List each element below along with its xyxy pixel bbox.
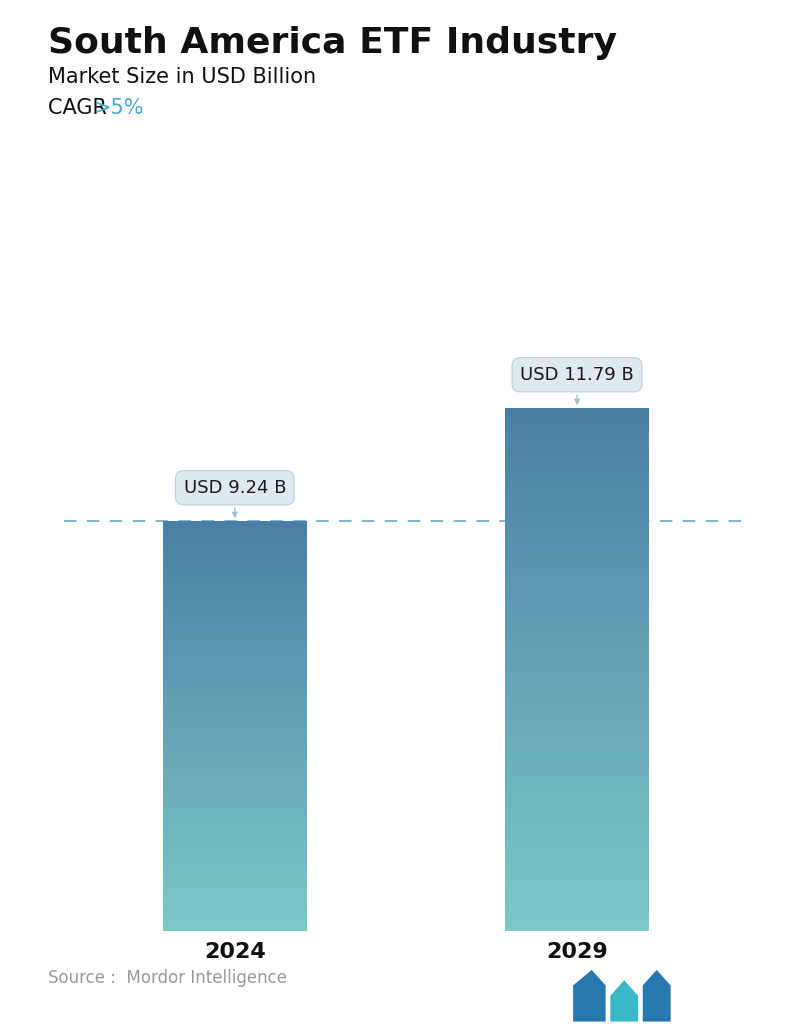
Text: >5%: >5% (94, 98, 144, 118)
Text: USD 11.79 B: USD 11.79 B (521, 366, 634, 404)
Text: Market Size in USD Billion: Market Size in USD Billion (48, 67, 316, 87)
Text: CAGR: CAGR (48, 98, 113, 118)
Text: Source :  Mordor Intelligence: Source : Mordor Intelligence (48, 970, 287, 987)
Text: USD 9.24 B: USD 9.24 B (184, 479, 286, 517)
Polygon shape (643, 970, 670, 1022)
Polygon shape (611, 980, 638, 1022)
Polygon shape (573, 970, 606, 1022)
Text: South America ETF Industry: South America ETF Industry (48, 26, 617, 60)
